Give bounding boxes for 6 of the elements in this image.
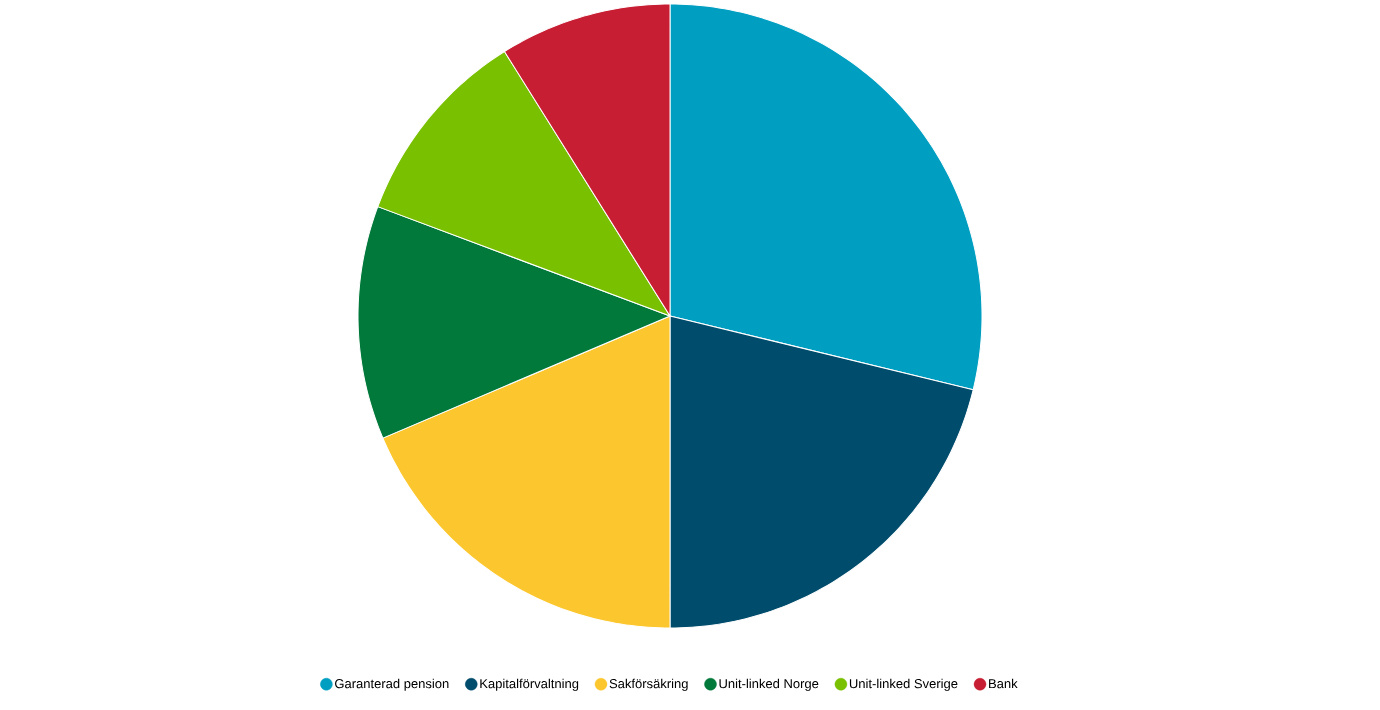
legend-label: Sakförsäkring <box>609 678 688 691</box>
legend-label: Kapitalförvaltning <box>480 678 579 691</box>
legend-label: Unit-linked Sverige <box>849 678 958 691</box>
legend-label: Unit-linked Norge <box>719 678 819 691</box>
legend-label: Garanterad pension <box>335 678 449 691</box>
legend-label: Bank <box>989 678 1018 689</box>
